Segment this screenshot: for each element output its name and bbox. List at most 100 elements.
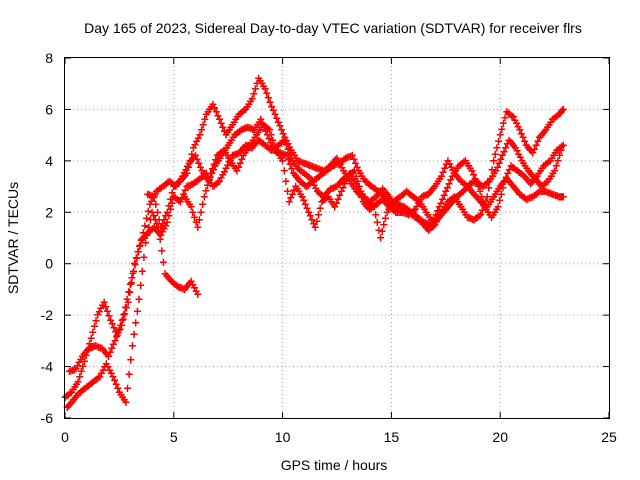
data-point: + [170,190,178,205]
data-point: + [366,195,374,210]
data-point: + [330,158,338,173]
data-point: + [254,126,262,141]
data-point: + [465,182,473,197]
data-point: + [163,216,171,231]
data-point: + [183,160,191,175]
data-point: + [187,155,195,170]
data-point: + [302,198,310,213]
data-point: + [385,190,393,205]
data-point: + [131,258,139,273]
data-point: + [399,187,407,202]
data-point: + [343,151,351,166]
data-point: + [203,172,211,187]
data-point: + [141,230,149,245]
data-point: + [333,151,341,166]
data-point: + [368,180,376,195]
data-point: + [322,188,330,203]
data-point: + [334,192,342,207]
data-point: + [338,174,346,189]
data-point: + [276,119,284,134]
data-point: + [192,284,200,299]
data-point: + [482,194,490,209]
data-point: + [383,205,391,220]
data-point: + [140,250,148,265]
data-point: + [96,370,104,385]
data-point: + [179,282,187,297]
data-point: + [186,198,194,213]
data-point: + [470,213,478,228]
data-point: + [255,115,263,130]
data-point: + [423,221,431,236]
data-point: + [488,210,496,225]
data-point: + [390,195,398,210]
data-point: + [387,192,395,207]
data-point: + [401,186,409,201]
data-point: + [501,174,509,189]
data-point: + [167,176,175,191]
data-point: + [87,331,95,346]
data-point: + [253,128,261,143]
data-point: + [527,177,535,192]
data-point: + [402,201,410,216]
data-point: + [454,189,462,204]
data-point: + [201,113,209,128]
data-point: + [180,166,188,181]
data-point: + [484,205,492,220]
data-point: + [372,208,380,223]
data-point: + [156,182,164,197]
data-point: + [291,149,299,164]
data-point: + [436,209,444,224]
data-point: + [225,123,233,138]
data-point: + [495,156,503,171]
y-tick-label: 4 [45,153,53,169]
data-point: + [115,324,123,339]
data-point: + [96,341,104,356]
data-point: + [397,199,405,214]
data-point: + [141,219,149,234]
data-point: + [261,82,269,97]
data-point: + [511,182,519,197]
data-point: + [389,195,397,210]
data-point: + [271,108,279,123]
data-point: + [413,200,421,215]
data-point: + [354,174,362,189]
data-point: + [225,155,233,170]
data-point: + [361,197,369,212]
data-point: + [457,174,465,189]
data-point: + [130,264,138,279]
data-point: + [177,172,185,187]
data-point: + [173,279,181,294]
data-point: + [228,156,236,171]
data-point: + [315,186,323,201]
data-point: + [389,196,397,211]
data-point: + [441,200,449,215]
data-point: + [491,205,499,220]
data-point: + [526,166,534,181]
data-point: + [231,128,239,143]
data-point: + [446,157,454,172]
data-point: + [528,175,536,190]
data-point: + [382,196,390,211]
data-point: + [292,180,300,195]
data-point: + [549,187,557,202]
data-point: + [289,154,297,169]
data-point: + [238,153,246,168]
data-point: + [442,185,450,200]
data-point: + [143,228,151,243]
data-point: + [280,147,288,162]
data-point: + [411,191,419,206]
data-point: + [238,105,246,120]
data-point: + [198,164,206,179]
data-point: + [167,192,175,207]
data-point: + [387,195,395,210]
data-point: + [503,105,511,120]
data-point: + [380,218,388,233]
data-point: + [330,155,338,170]
data-point: + [165,209,173,224]
data-point: + [312,172,320,187]
data-point: + [427,213,435,228]
data-point: + [540,125,548,140]
data-point: + [478,190,486,205]
data-point: + [150,209,158,224]
